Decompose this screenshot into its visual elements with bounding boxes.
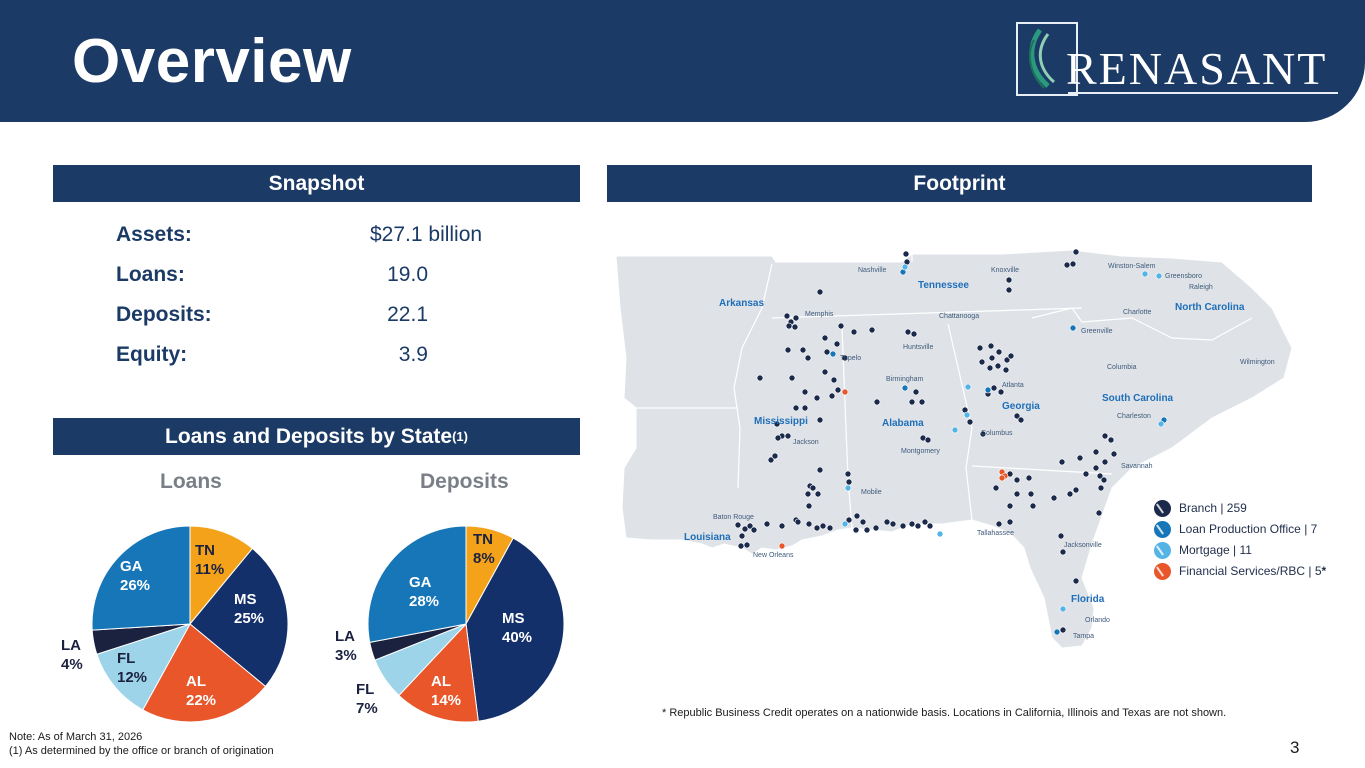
city-raleigh: Raleigh	[1189, 284, 1213, 291]
snapshot-header: Snapshot	[53, 165, 580, 202]
state-alabama: Alabama	[882, 418, 924, 429]
state-florida: Florida	[1071, 594, 1105, 605]
city-montgomery: Montgomery	[901, 448, 940, 455]
city-columbia: Columbia	[1107, 364, 1137, 371]
city-orlando: Orlando	[1085, 617, 1110, 624]
city-huntsville: Huntsville	[903, 344, 933, 351]
assets-label: Assets:	[116, 223, 192, 246]
state-north-carolina: North Carolina	[1175, 302, 1245, 313]
city-wilmington: Wilmington	[1240, 359, 1275, 366]
equity-label: Equity:	[116, 343, 188, 366]
by-state-footnote-mark: (1)	[452, 429, 468, 444]
footprint-header: Footprint	[607, 165, 1312, 202]
city-tallahassee: Tallahassee	[977, 530, 1014, 537]
deposits-label-la: LA 3%	[335, 628, 357, 664]
state-arkansas: Arkansas	[719, 298, 764, 309]
legend-loan-production-office: Loan Production Office | 7	[1154, 520, 1317, 538]
republic-business-credit-footnote: * Republic Business Credit operates on a…	[662, 707, 1227, 719]
city-knoxville: Knoxville	[991, 267, 1019, 274]
loans-label-fl: FL 12%	[117, 650, 148, 686]
loans-value: 19.0	[387, 263, 428, 286]
loans-label-ga: GA 26%	[120, 558, 151, 594]
by-state-title: Loans and Deposits by State	[165, 424, 453, 448]
deposits-label-al: AL 14%	[431, 673, 462, 709]
legend-financial-services: Financial Services/RBC | 5 *	[1154, 562, 1326, 580]
loans-label-al: AL 22%	[186, 673, 217, 709]
state-louisiana: Louisiana	[684, 532, 731, 543]
legend-branch: Branch | 259	[1154, 499, 1247, 517]
logo-wordmark: RENASANT	[1066, 43, 1328, 94]
financial-services-footnote-mark: *	[1321, 564, 1327, 578]
deposits-slice-ms	[465, 537, 565, 722]
title-bar	[0, 0, 1365, 122]
deposits-label-ms: MS 40%	[502, 610, 533, 646]
loans-slice-fl	[96, 623, 192, 711]
city-memphis: Memphis	[805, 311, 834, 318]
deposits-label-fl: FL 7%	[356, 681, 378, 717]
by-state-header: Loans and Deposits by State (1)	[53, 418, 580, 455]
state-south-carolina: South Carolina	[1102, 393, 1174, 404]
equity-value: 3.9	[398, 343, 428, 366]
state-tennessee: Tennessee	[918, 280, 969, 291]
loans-pie-chart	[91, 525, 289, 723]
loan-production-markers	[829, 268, 1168, 636]
financial-services-markers	[778, 388, 1009, 550]
logo-emblem-icon	[1016, 22, 1078, 96]
state-georgia: Georgia	[1002, 401, 1040, 412]
loans-slice-ms	[189, 547, 289, 688]
loan-production-marker-icon	[1154, 520, 1171, 538]
city-winston-salem: Winston-Salem	[1108, 263, 1156, 270]
loans-slice-ga	[91, 525, 191, 631]
city-charleston: Charleston	[1117, 413, 1151, 420]
city-atlanta: Atlanta	[1002, 382, 1024, 389]
city-columbus: Columbus	[981, 430, 1013, 437]
deposits-label-tn: TN 8%	[473, 531, 495, 567]
branch-markers	[734, 248, 1118, 634]
loans-slice-tn	[189, 525, 254, 626]
loans-label: Loans:	[116, 263, 185, 286]
assets-value: $27.1 billion	[370, 223, 483, 246]
deposits-slice-ga	[367, 525, 467, 643]
city-chattanooga: Chattanooga	[939, 313, 979, 320]
city-jackson: Jackson	[793, 439, 819, 446]
page-title: Overview	[72, 27, 352, 96]
loans-label-ms: MS 25%	[234, 591, 265, 627]
city-birmingham: Birmingham	[886, 376, 924, 383]
loans-label-tn: TN 11%	[195, 542, 225, 578]
city-tampa: Tampa	[1073, 633, 1094, 640]
city-mobile: Mobile	[861, 489, 882, 496]
date-note: Note: As of March 31, 2026	[9, 731, 143, 743]
deposits-value: 22.1	[387, 303, 428, 326]
deposits-pie-title: Deposits	[420, 470, 509, 493]
footprint-map: Nashville Knoxville Winston-Salem Greens…	[615, 248, 1293, 649]
renasant-logo: RENASANT	[1016, 22, 1338, 96]
state-mississippi: Mississippi	[754, 416, 808, 427]
mortgage-markers	[841, 263, 1165, 613]
city-greenville: Greenville	[1081, 328, 1113, 335]
loans-pie-title: Loans	[160, 470, 222, 493]
deposits-label-ga: GA 28%	[409, 574, 440, 610]
origination-note: (1) As determined by the office or branc…	[9, 745, 274, 757]
branch-marker-icon	[1154, 499, 1171, 517]
deposits-slice-al	[398, 622, 479, 723]
city-new-orleans: New Orleans	[753, 552, 794, 559]
loans-label-la: LA 4%	[61, 637, 83, 673]
legend-mortgage: Mortgage | 11	[1154, 541, 1252, 559]
loans-slice-al	[142, 623, 267, 723]
city-greensboro: Greensboro	[1165, 273, 1202, 280]
city-jacksonville: Jacksonville	[1064, 542, 1102, 549]
logo-underline	[1068, 92, 1338, 94]
city-charlotte: Charlotte	[1123, 309, 1152, 316]
page-number: 3	[1290, 738, 1300, 757]
city-baton-rouge: Baton Rouge	[713, 514, 754, 521]
deposits-label: Deposits:	[116, 303, 212, 326]
city-nashville: Nashville	[858, 267, 887, 274]
mortgage-marker-icon	[1154, 541, 1171, 559]
city-tupelo: Tupelo	[840, 355, 861, 362]
financial-services-marker-icon	[1154, 562, 1171, 580]
deposits-pie-chart	[367, 525, 565, 723]
city-savannah: Savannah	[1121, 463, 1153, 470]
